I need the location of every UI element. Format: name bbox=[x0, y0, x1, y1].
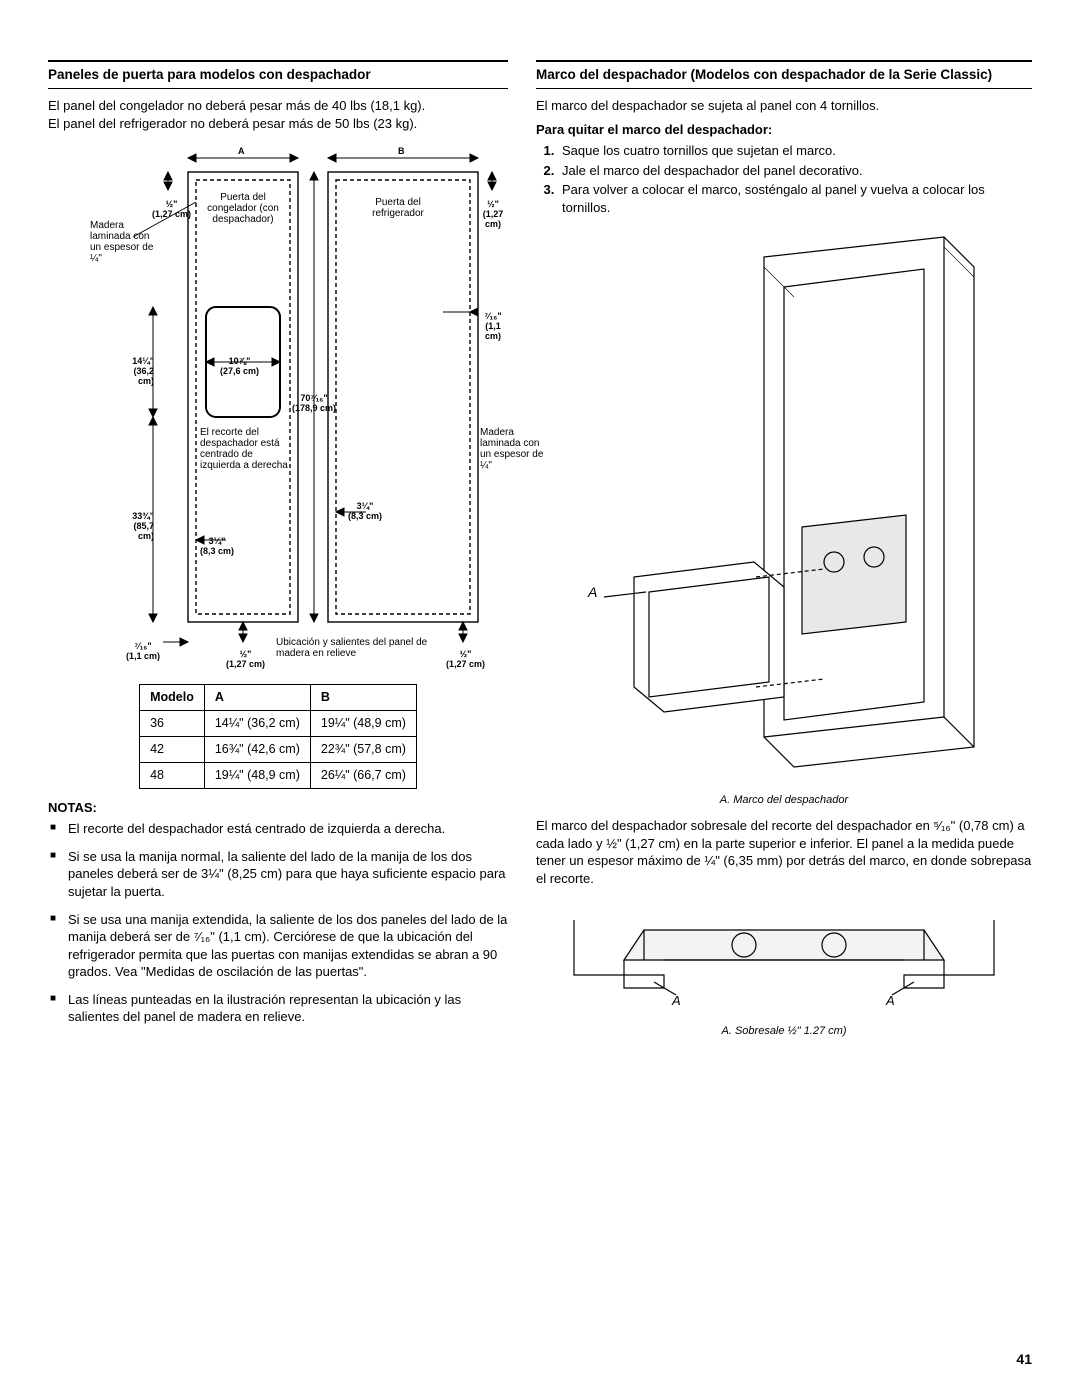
half-inch-tr: ½"(1,27 cm) bbox=[478, 190, 508, 230]
half-inch-bl: ½"(1,27 cm) bbox=[226, 640, 265, 670]
intro-right: El marco del despachador se sujeta al pa… bbox=[536, 97, 1032, 115]
table-row: 36 14¼" (36,2 cm) 19¼" (48,9 cm) bbox=[140, 711, 417, 737]
section-header-right: Marco del despachador (Modelos con despa… bbox=[536, 60, 1032, 89]
heading-right: Marco del despachador (Modelos con despa… bbox=[536, 66, 1032, 84]
fig2-caption: A. Sobresale ½" 1.27 cm) bbox=[536, 1024, 1032, 1039]
th-B: B bbox=[310, 685, 416, 711]
page-number: 41 bbox=[1016, 1350, 1032, 1369]
cell-B: 22¾" (57,8 cm) bbox=[310, 737, 416, 763]
th-A: A bbox=[204, 685, 310, 711]
half-inch-tl: ½"(1,27 cm) bbox=[152, 190, 191, 220]
d33-34: 33¾"(85,7 cm) bbox=[116, 502, 154, 542]
cell-modelo: 36 bbox=[140, 711, 205, 737]
sub-heading-right: Para quitar el marco del despachador: bbox=[536, 121, 1032, 139]
list-item: Las líneas punteadas en la ilustración r… bbox=[48, 991, 508, 1026]
list-item: Saque los cuatro tornillos que sujetan e… bbox=[558, 142, 1032, 160]
d3-14-r: 3¼"(8,3 cm) bbox=[348, 492, 382, 522]
section-header-left: Paneles de puerta para modelos con despa… bbox=[48, 60, 508, 89]
list-item: El recorte del despachador está centrado… bbox=[48, 820, 508, 838]
intro-line1: El panel del congelador no deberá pesar … bbox=[48, 98, 425, 113]
d14-14: 14¼"(36,2 cm) bbox=[118, 347, 154, 387]
door-panel-diagram: A B ½"(1,27 cm) ½"(1,27 cm) Madera lamin… bbox=[48, 142, 508, 672]
recorte-label: El recorte del despachador está centrado… bbox=[200, 427, 290, 471]
dispenser-frame-svg bbox=[574, 227, 994, 787]
cross-section-illustration: A A bbox=[564, 900, 1004, 1020]
cell-B: 26¼" (66,7 cm) bbox=[310, 762, 416, 788]
list-item: Si se usa la manija normal, la saliente … bbox=[48, 848, 508, 901]
d70-716: 70⁷⁄₁₆"(178,9 cm) bbox=[292, 384, 336, 414]
intro-line2: El panel del refrigerador no deberá pesa… bbox=[48, 116, 417, 131]
fig2-A-right: A bbox=[886, 994, 895, 1008]
fig1-caption: A. Marco del despachador bbox=[536, 793, 1032, 808]
heading-left: Paneles de puerta para modelos con despa… bbox=[48, 66, 508, 84]
steps-list: Saque los cuatro tornillos que sujetan e… bbox=[536, 142, 1032, 216]
cell-modelo: 42 bbox=[140, 737, 205, 763]
d10-78: 10⅞"(27,6 cm) bbox=[220, 347, 259, 377]
dispenser-frame-illustration: A bbox=[574, 227, 994, 787]
para-right-2: El marco del despachador sobresale del r… bbox=[536, 817, 1032, 887]
cell-A: 16¾" (42,6 cm) bbox=[204, 737, 310, 763]
puerta-cong-label: Puerta del congelador (con despachador) bbox=[203, 192, 283, 225]
list-item: Para volver a colocar el marco, sosténga… bbox=[558, 181, 1032, 216]
dim-A-label: A bbox=[238, 147, 245, 157]
cross-section-svg bbox=[564, 900, 1004, 1020]
fig1-A-label: A bbox=[588, 585, 597, 600]
dim-B-label: B bbox=[398, 147, 405, 157]
d7-16-bl: ⁷⁄₁₆"(1,1 cm) bbox=[126, 632, 160, 662]
ubicacion-label: Ubicación y salientes del panel de mader… bbox=[276, 637, 436, 659]
th-modelo: Modelo bbox=[140, 685, 205, 711]
fig2-A-left: A bbox=[672, 994, 681, 1008]
cell-A: 19¼" (48,9 cm) bbox=[204, 762, 310, 788]
intro-left: El panel del congelador no deberá pesar … bbox=[48, 97, 508, 132]
model-table: Modelo A B 36 14¼" (36,2 cm) 19¼" (48,9 … bbox=[139, 684, 417, 789]
puerta-refr-label: Puerta del refrigerador bbox=[358, 197, 438, 219]
notas-label: NOTAS: bbox=[48, 799, 508, 817]
cell-A: 14¼" (36,2 cm) bbox=[204, 711, 310, 737]
table-row: 42 16¾" (42,6 cm) 22¾" (57,8 cm) bbox=[140, 737, 417, 763]
cell-B: 19¼" (48,9 cm) bbox=[310, 711, 416, 737]
notas-list: El recorte del despachador está centrado… bbox=[48, 820, 508, 1025]
madera-right-label: Madera laminada con un espesor de ¼" bbox=[480, 427, 545, 471]
d3-14-l: 3¼"(8,3 cm) bbox=[200, 527, 234, 557]
madera-left-label: Madera laminada con un espesor de ¼" bbox=[90, 220, 160, 264]
half-inch-br: ½"(1,27 cm) bbox=[446, 640, 485, 670]
list-item: Si se usa una manija extendida, la salie… bbox=[48, 911, 508, 981]
cell-modelo: 48 bbox=[140, 762, 205, 788]
list-item: Jale el marco del despachador del panel … bbox=[558, 162, 1032, 180]
d7-16-r: ⁷⁄₁₆"(1,1 cm) bbox=[478, 302, 508, 342]
table-row: 48 19¼" (48,9 cm) 26¼" (66,7 cm) bbox=[140, 762, 417, 788]
